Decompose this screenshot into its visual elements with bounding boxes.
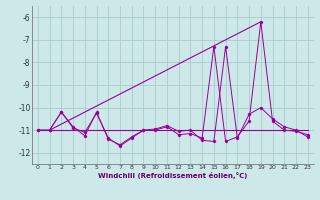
X-axis label: Windchill (Refroidissement éolien,°C): Windchill (Refroidissement éolien,°C) [98,172,247,179]
